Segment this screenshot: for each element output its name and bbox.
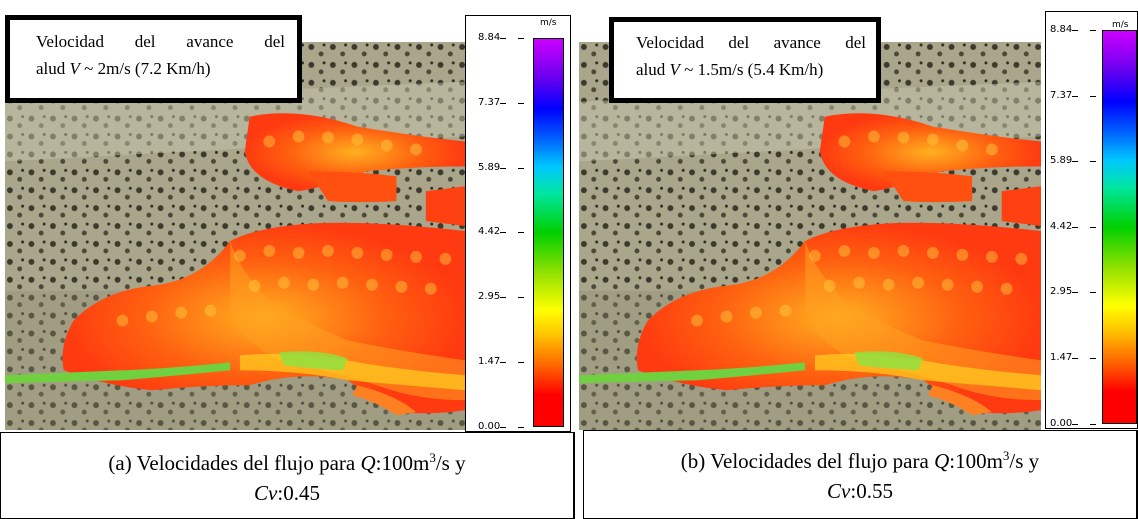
scale-tick-mark xyxy=(1090,292,1096,294)
scale-tick-mark xyxy=(1090,226,1096,228)
scale-tick-label: 1.47 xyxy=(478,356,507,367)
scale-tick-label: 5.89 xyxy=(478,161,507,173)
scale-tick-mark xyxy=(518,297,524,299)
scale-tick-mark xyxy=(1090,423,1096,425)
scale-tick-label: 2.95 xyxy=(1050,286,1079,298)
color-scale: m/s 8.84 7.37 5.89 4.42 2.95 1.47 0.00 xyxy=(465,15,571,432)
scale-gradient xyxy=(1102,30,1137,424)
advance-velocity-callout: Velocidad del avance del alud V ~ 2m/s (… xyxy=(5,15,302,103)
scale-tick-mark xyxy=(1090,95,1096,97)
figure-caption-b: (b) Velocidades del flujo para Q:100m3/s… xyxy=(583,430,1138,519)
advance-velocity-callout: Velocidad del avance del alud V ~ 1.5m/s… xyxy=(609,17,881,103)
scale-tick-mark xyxy=(1090,30,1096,31)
scale-unit: m/s xyxy=(540,18,557,28)
color-scale: m/s 8.84 7.37 5.89 4.42 2.95 1.47 0.00 xyxy=(1045,11,1138,429)
scale-tick-label: 8.84 xyxy=(478,32,507,43)
panel-a: Velocidad del avance del alud V ~ 2m/s (… xyxy=(0,15,575,519)
scale-gradient xyxy=(533,38,564,427)
scale-tick-label: 7.37 xyxy=(1050,89,1079,101)
scale-tick-label: 2.95 xyxy=(478,291,507,303)
scale-tick-label: 4.42 xyxy=(1050,220,1079,232)
panel-b: Velocidad del avance del alud V ~ 1.5m/s… xyxy=(577,0,1138,519)
scale-tick-mark xyxy=(518,167,524,169)
scale-tick-label: 4.42 xyxy=(478,226,507,238)
scale-tick-label: 1.47 xyxy=(1050,352,1079,363)
scale-tick-mark xyxy=(518,426,524,428)
scale-unit: m/s xyxy=(1112,20,1129,30)
scale-tick-label: 5.89 xyxy=(1050,155,1079,167)
scale-tick-label: 0.00 xyxy=(1050,417,1079,429)
scale-tick-label: 8.84 xyxy=(1050,24,1079,35)
figure-caption-a: (a) Velocidades del flujo para Q:100m3/s… xyxy=(0,432,575,519)
scale-tick-mark xyxy=(518,102,524,104)
scale-tick-mark xyxy=(518,362,524,363)
scale-tick-label: 7.37 xyxy=(478,96,507,108)
scale-tick-mark xyxy=(1090,161,1096,163)
scale-tick-mark xyxy=(1090,358,1096,359)
scale-tick-mark xyxy=(518,232,524,234)
scale-tick-mark xyxy=(518,38,524,39)
scale-tick-label: 0.00 xyxy=(478,420,507,432)
